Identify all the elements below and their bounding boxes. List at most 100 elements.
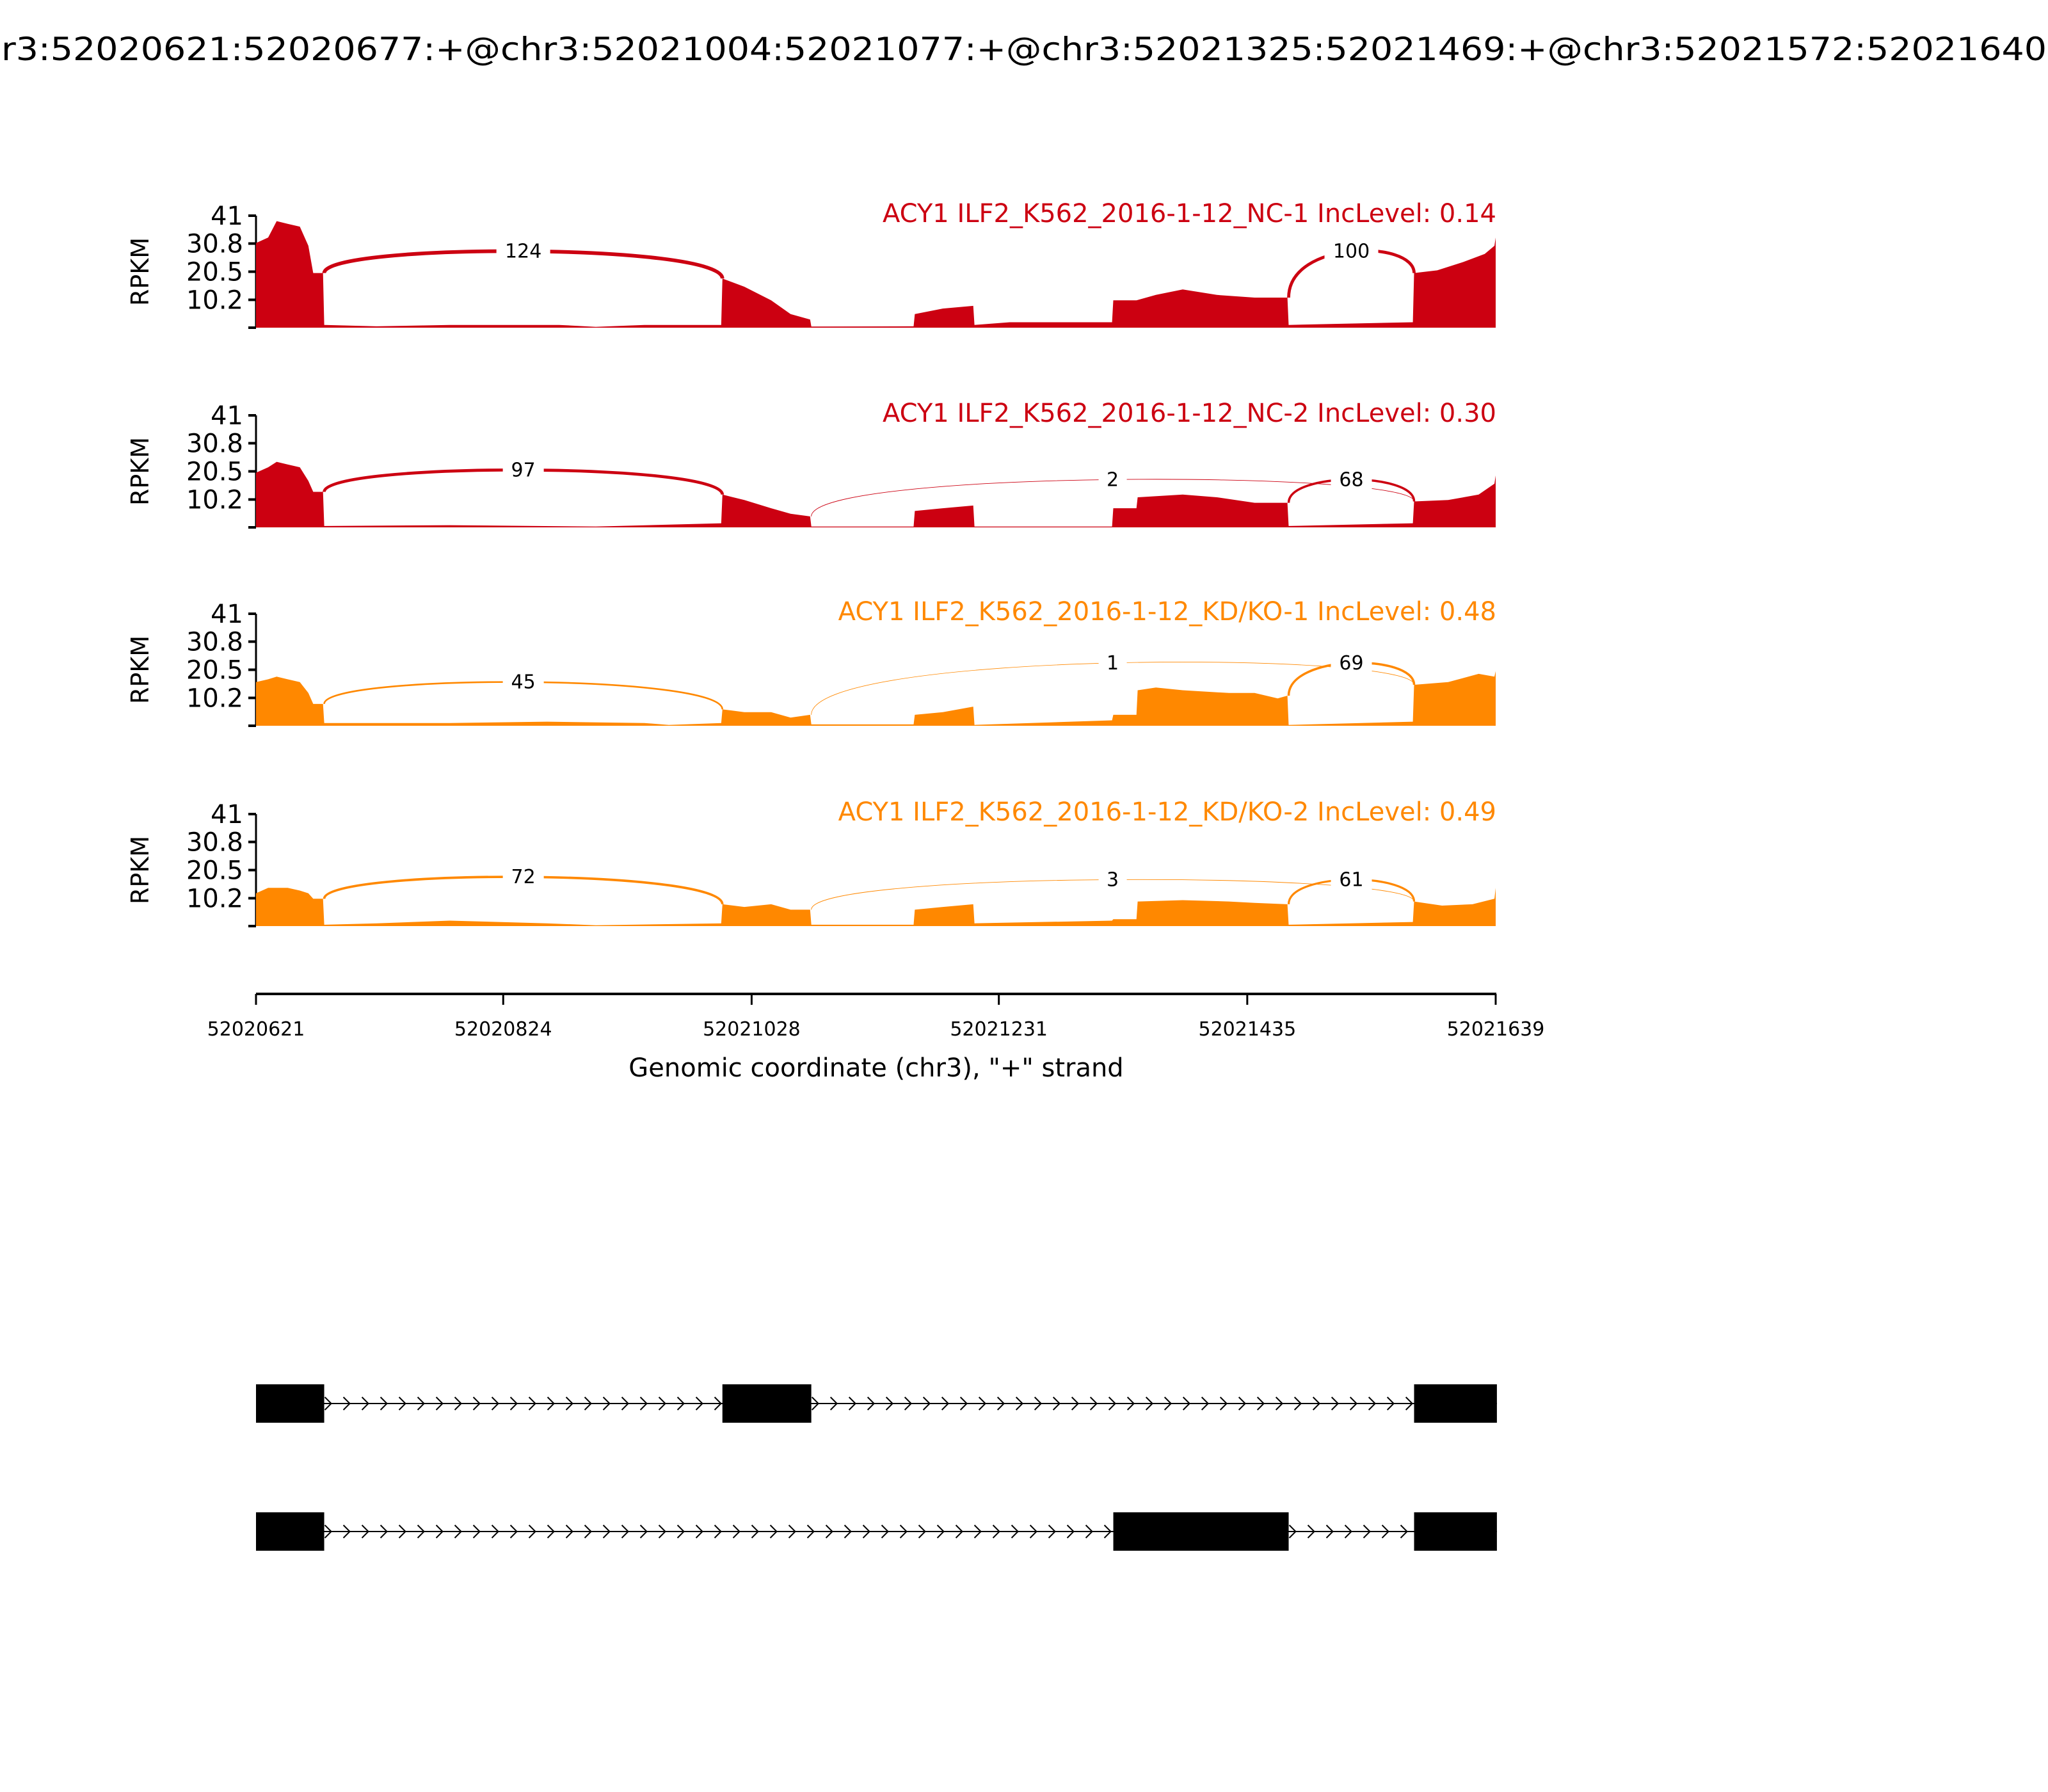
strand-chevron-icon [1238,1396,1247,1411]
x-axis-label: Genomic coordinate (chr3), "+" strand [628,1053,1123,1083]
strand-chevron-icon [918,1524,926,1539]
strand-chevron-icon [1085,1524,1093,1539]
junction-label-bg [1331,865,1372,892]
strand-chevron-icon [324,1396,332,1411]
junction-count-label: 61 [1339,868,1363,891]
strand-chevron-icon [1029,1524,1037,1539]
x-tick-label: 52020621 [207,1018,305,1041]
y-axis-label: RPKM [126,836,154,904]
strand-chevron-icon [1011,1524,1019,1539]
strand-chevron-icon [658,1524,666,1539]
y-tick-label: 10.2 [186,684,243,713]
strand-chevron-icon [1201,1396,1210,1411]
y-tick-label: 20.5 [186,856,243,886]
strand-chevron-icon [955,1524,963,1539]
strand-chevron-icon [1034,1396,1043,1411]
gene-models [256,1384,1497,1551]
strand-chevron-icon [417,1396,425,1411]
junction-count-label: 69 [1339,652,1363,675]
y-tick-label: 41 [211,800,243,829]
sample-panel: 10.220.530.841 RPKM 72 3 61 ACY1 ILF2_K562_20… [126,797,1496,927]
isoform-track [256,1512,1497,1551]
strand-chevron-icon [936,1524,945,1539]
strand-chevron-icon [695,1396,703,1411]
strand-chevron-icon [639,1524,648,1539]
junction-count-label: 45 [511,671,536,694]
strand-chevron-icon [1386,1396,1395,1411]
strand-chevron-icon [1307,1524,1315,1539]
x-axis: 52020621 52020824 52021028 52021231 52021435… [207,993,1545,1083]
strand-chevron-icon [867,1396,876,1411]
strand-chevron-icon [1066,1524,1075,1539]
sample-panel: 10.220.530.841 RPKM 124 100 ACY1 ILF2_K562_2… [126,199,1496,329]
strand-chevron-icon [1381,1524,1389,1539]
strand-chevron-icon [922,1396,931,1411]
y-axis-label: RPKM [126,437,154,506]
strand-chevron-icon [695,1524,703,1539]
strand-chevron-icon [621,1396,629,1411]
strand-chevron-icon [417,1524,425,1539]
strand-chevron-icon [361,1396,369,1411]
strand-chevron-icon [1363,1524,1371,1539]
strand-chevron-icon [751,1524,759,1539]
strand-chevron-icon [676,1524,685,1539]
strand-chevron-icon [547,1524,555,1539]
strand-chevron-icon [788,1524,796,1539]
strand-chevron-icon [1071,1396,1080,1411]
strand-chevron-icon [472,1524,481,1539]
strand-chevron-icon [1048,1524,1056,1539]
strand-chevron-icon [959,1396,968,1411]
x-tick-label: 52021639 [1447,1018,1545,1041]
strand-chevron-icon [1015,1396,1024,1411]
strand-chevron-icon [996,1396,1005,1411]
exon-block [256,1512,324,1551]
strand-chevron-icon [1145,1396,1154,1411]
strand-chevron-icon [848,1396,857,1411]
sample-label: ACY1 ILF2_K562_2016-1-12_KD/KO-2 IncLeve… [838,797,1496,827]
x-tick-label: 52021231 [950,1018,1048,1041]
strand-chevron-icon [639,1396,648,1411]
junction-count-label: 100 [1333,240,1370,262]
y-tick-label: 10.2 [186,285,243,315]
strand-chevron-icon [676,1396,685,1411]
strand-chevron-icon [361,1524,369,1539]
strand-chevron-icon [862,1524,870,1539]
strand-chevron-icon [491,1524,499,1539]
strand-chevron-icon [398,1396,406,1411]
y-tick-label: 30.8 [186,230,243,259]
strand-chevron-icon [829,1396,838,1411]
junction-count-label: 2 [1107,468,1119,491]
strand-chevron-icon [1344,1524,1352,1539]
isoform-track [256,1384,1497,1423]
strand-chevron-icon [547,1396,555,1411]
exon-block [1414,1384,1497,1423]
junction-label-bg [1331,465,1372,492]
strand-chevron-icon [584,1524,592,1539]
junction-label-bg [496,237,550,263]
x-tick-label: 52020824 [454,1018,552,1041]
y-tick-label: 20.5 [186,458,243,487]
junction-count-label: 72 [511,866,536,888]
y-tick-label: 41 [211,401,243,431]
strand-chevron-icon [435,1396,444,1411]
strand-chevron-icon [1108,1396,1117,1411]
strand-chevron-icon [806,1524,815,1539]
strand-chevron-icon [1293,1396,1302,1411]
plot-title: r3:52020621:52020677:+@chr3:52021004:520… [1,31,2047,68]
strand-chevron-icon [714,1396,722,1411]
y-tick-label: 20.5 [186,656,243,685]
y-tick-label: 30.8 [186,429,243,459]
y-axis-label: RPKM [126,636,154,704]
strand-chevron-icon [380,1524,388,1539]
strand-chevron-icon [565,1396,573,1411]
strand-chevron-icon [398,1524,406,1539]
strand-chevron-icon [621,1524,629,1539]
strand-chevron-icon [811,1396,820,1411]
x-tick-label: 52021435 [1198,1018,1296,1041]
strand-chevron-icon [509,1524,518,1539]
coverage-area [256,221,1496,328]
strand-chevron-icon [435,1524,444,1539]
strand-chevron-icon [885,1396,894,1411]
strand-chevron-icon [1368,1396,1377,1411]
